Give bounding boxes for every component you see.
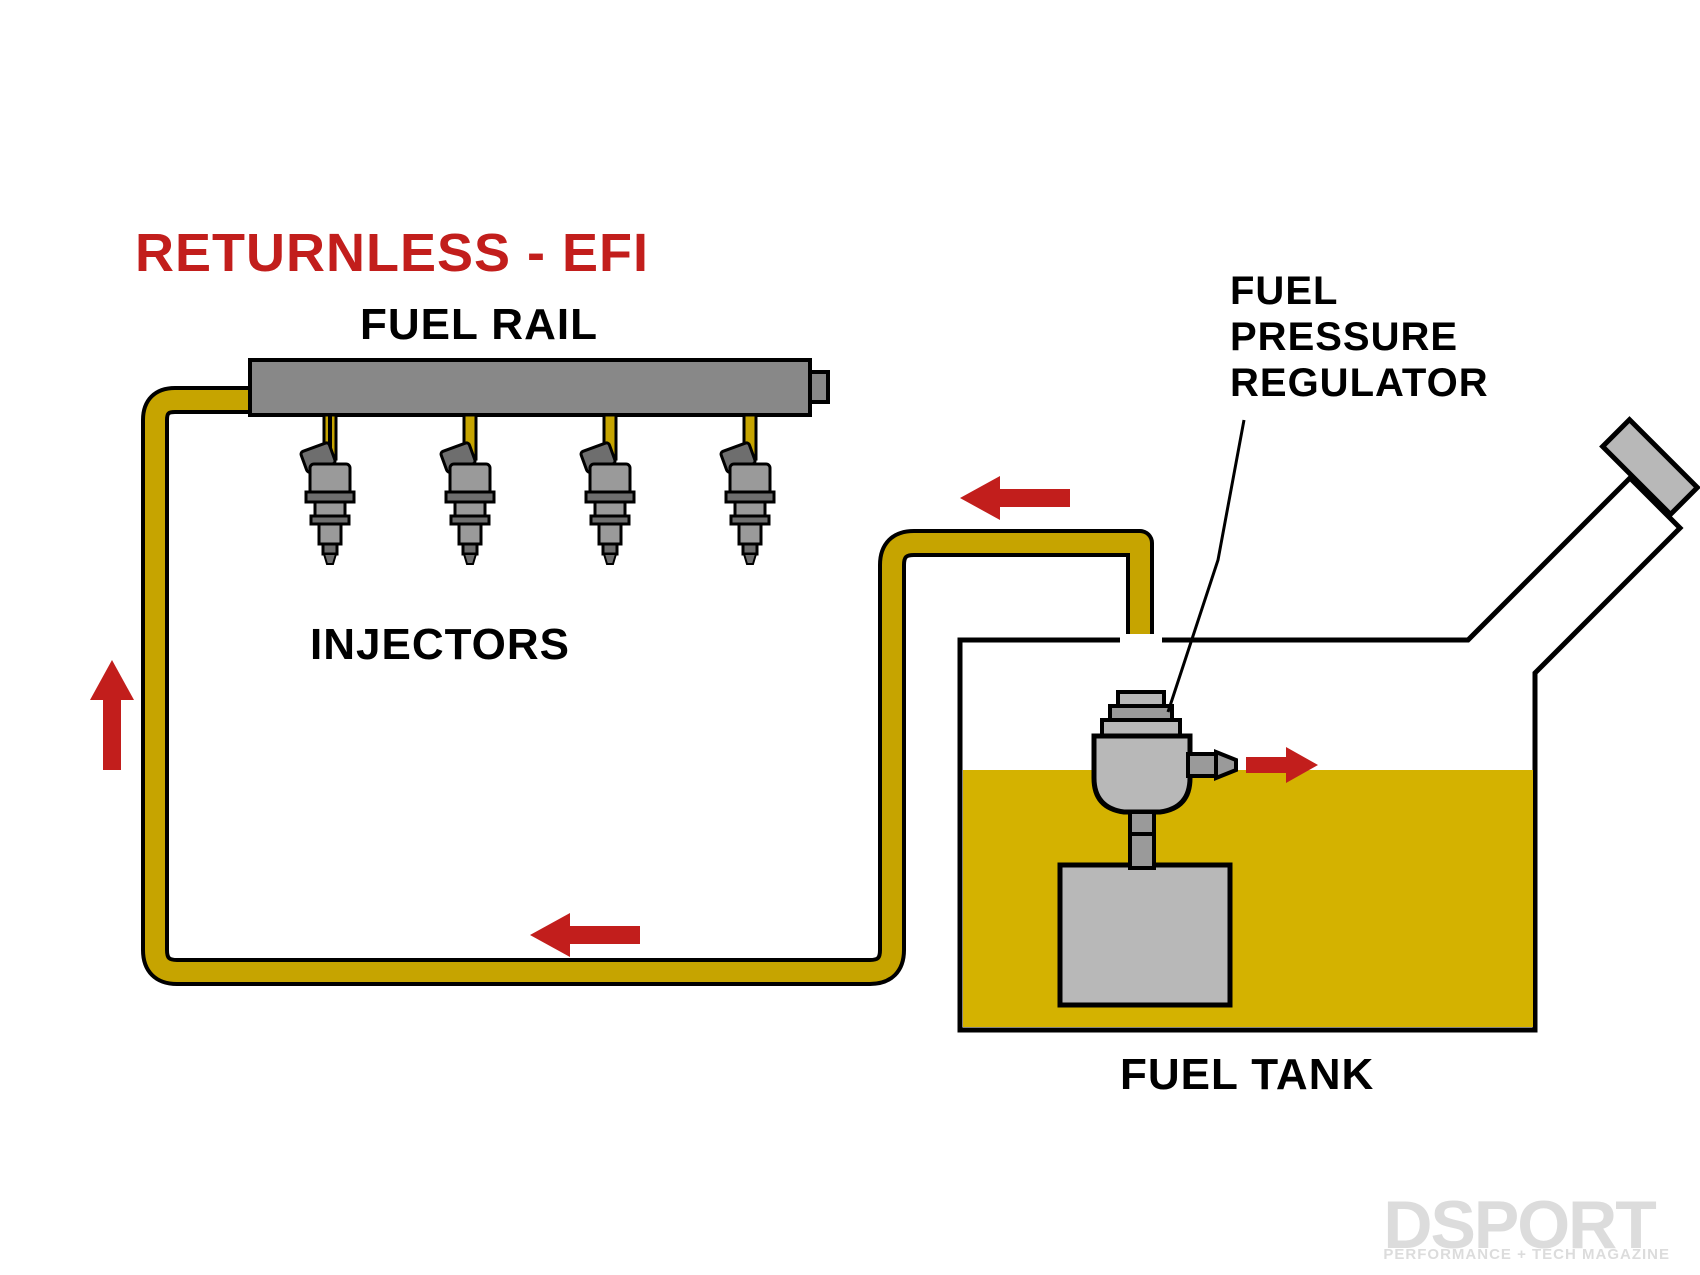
diagram-svg <box>0 0 1700 1275</box>
injectors-group <box>300 442 774 564</box>
